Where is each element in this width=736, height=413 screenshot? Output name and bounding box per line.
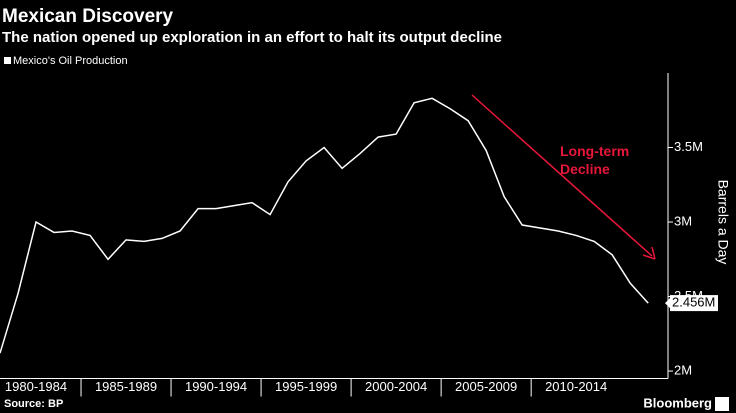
- chart-title: Mexican Discovery: [2, 6, 174, 27]
- x-tick-label: 2010-2014: [545, 379, 607, 394]
- y-tick-label: 2M: [674, 362, 692, 377]
- brand-icon: [715, 397, 729, 411]
- brand: Bloomberg: [643, 395, 712, 410]
- legend-label: Mexico's Oil Production: [13, 55, 128, 67]
- chart-subtitle: The nation opened up exploration in an e…: [2, 29, 502, 46]
- value-label-box: [670, 295, 718, 312]
- annotation-arrowhead: [642, 246, 656, 260]
- x-tick-label: 2005-2009: [455, 379, 517, 394]
- data-line: [0, 97, 649, 354]
- x-tick-label: 1985-1989: [95, 379, 157, 394]
- x-tick-label: 1980-1984: [5, 379, 67, 394]
- annotation-arrow: [471, 94, 653, 257]
- value-label-pointer: [665, 298, 670, 309]
- source: Source: BP: [4, 398, 63, 410]
- y-axis-label: Barrels a Day: [715, 180, 731, 265]
- x-tick-label: 1990-1994: [185, 379, 247, 394]
- annotation: Long-term Decline: [560, 143, 629, 177]
- x-tick-label: 2000-2004: [365, 379, 427, 394]
- y-tick-label: 3M: [674, 213, 692, 228]
- x-tick-label: 1995-1999: [275, 379, 337, 394]
- legend-swatch: [4, 57, 11, 64]
- value-label: 2.456M: [672, 295, 715, 310]
- y-tick-label: 3.5M: [674, 139, 703, 154]
